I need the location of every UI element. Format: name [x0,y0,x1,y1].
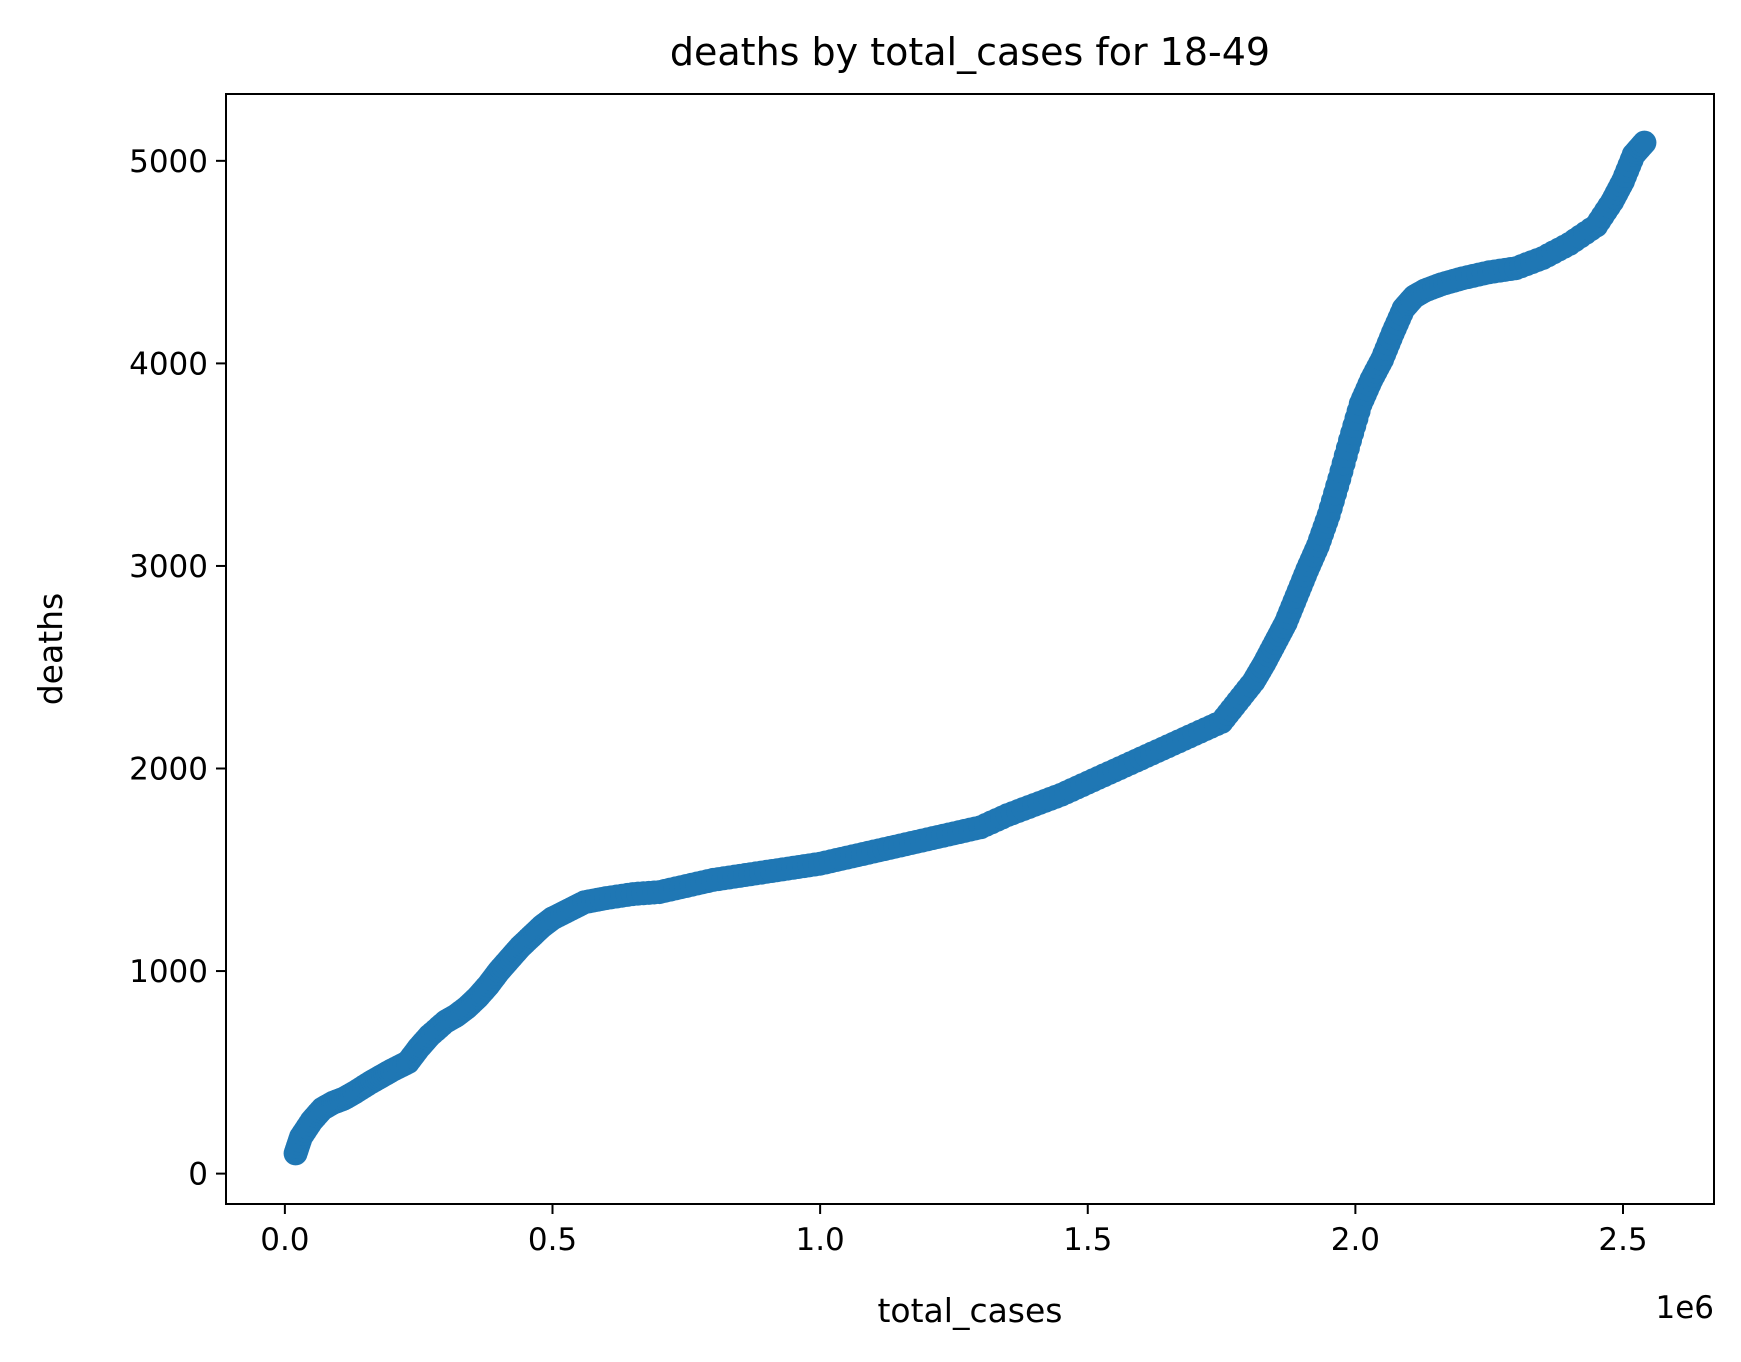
x-axis: 0.0 0.5 1.0 1.5 2.0 2.5 [260,1204,1648,1258]
y-tick-label: 1000 [129,954,208,990]
x-tick-label: 1.0 [795,1222,844,1258]
chart-title: deaths by total_cases for 18-49 [670,30,1270,74]
x-tick-label: 1.5 [1063,1222,1112,1258]
y-tick-label: 3000 [129,549,208,585]
y-tick-label: 5000 [129,144,208,180]
x-tick-label: 0.5 [528,1222,577,1258]
x-tick-label: 2.5 [1598,1222,1647,1258]
y-tick-label: 2000 [129,752,208,788]
x-offset-label: 1e6 [1655,1290,1714,1326]
y-tick-label: 4000 [129,346,208,382]
x-axis-label: total_cases [877,1291,1062,1330]
x-tick-label: 2.0 [1331,1222,1380,1258]
data-series [283,130,1657,1166]
y-axis-label: deaths [31,593,70,706]
x-tick-label: 0.0 [260,1222,309,1258]
data-point [1632,130,1657,155]
y-axis: 0 1000 2000 3000 4000 5000 [129,144,226,1193]
axes-frame [225,93,1715,1205]
plot-area [225,93,1715,1205]
y-tick-label: 0 [188,1157,208,1193]
